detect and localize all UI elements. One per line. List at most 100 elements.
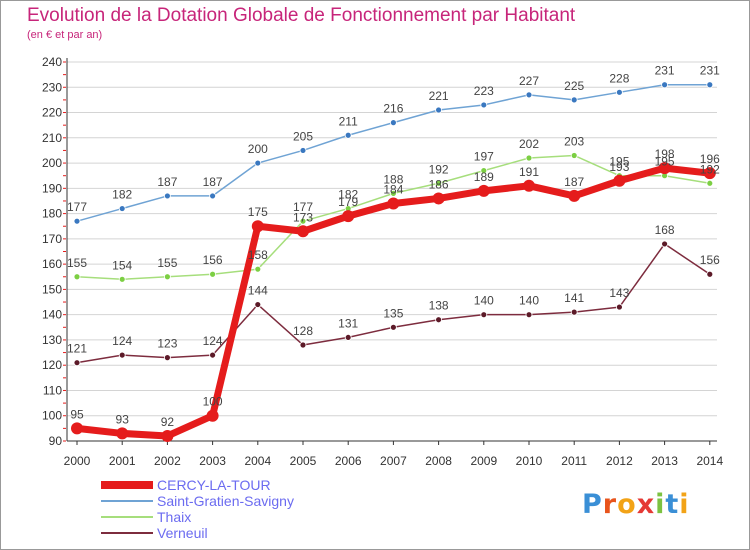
data-label-saint-gratien-savigny: 231 <box>655 64 675 78</box>
data-point-saint-gratien-savigny <box>525 91 533 99</box>
y-tick-label: 220 <box>42 106 62 120</box>
x-tick-label: 2010 <box>516 454 543 468</box>
data-point-cercy-la-tour <box>432 192 445 205</box>
data-point-cercy-la-tour <box>206 409 219 422</box>
data-label-saint-gratien-savigny: 225 <box>564 79 584 93</box>
logo-letter: t <box>665 489 680 520</box>
data-point-cercy-la-tour <box>116 427 129 440</box>
data-point-saint-gratien-savigny <box>616 88 623 96</box>
data-point-verneuil <box>344 334 352 341</box>
data-point-cercy-la-tour <box>658 162 671 175</box>
y-tick-label: 180 <box>42 207 62 221</box>
logo-letter: r <box>602 489 618 520</box>
data-label-cercy-la-tour: 184 <box>383 182 403 196</box>
data-point-verneuil <box>570 308 578 316</box>
data-label-saint-gratien-savigny: 227 <box>519 74 539 88</box>
data-label-thaix: 188 <box>383 172 403 186</box>
data-point-verneuil <box>706 270 714 278</box>
data-point-saint-gratien-savigny <box>73 217 81 225</box>
data-label-saint-gratien-savigny: 216 <box>383 102 403 116</box>
data-label-thaix: 155 <box>67 256 87 270</box>
data-label-thaix: 195 <box>655 155 675 169</box>
data-point-cercy-la-tour <box>161 429 174 442</box>
data-label-verneuil: 156 <box>700 253 720 267</box>
data-point-saint-gratien-savigny <box>570 96 578 104</box>
data-point-verneuil <box>525 311 533 319</box>
x-tick-label: 2012 <box>606 454 633 468</box>
y-tick-label: 210 <box>42 131 62 145</box>
data-point-cercy-la-tour <box>342 210 355 223</box>
data-label-thaix: 154 <box>112 258 132 272</box>
logo-letter: i <box>679 489 690 520</box>
y-tick-label: 130 <box>42 333 62 347</box>
chart-subtitle: (en € et par an) <box>27 29 103 41</box>
data-point-saint-gratien-savigny <box>209 192 217 200</box>
y-tick-label: 170 <box>42 232 62 246</box>
data-point-verneuil <box>480 311 488 319</box>
data-point-thaix <box>73 273 81 281</box>
chart-title: Evolution de la Dotation Globale de Fonc… <box>27 5 576 26</box>
y-tick-label: 230 <box>42 80 62 94</box>
data-label-thaix: 156 <box>203 253 223 267</box>
x-tick-label: 2003 <box>199 454 226 468</box>
y-tick-label: 240 <box>42 55 62 69</box>
data-point-cercy-la-tour <box>703 167 716 180</box>
data-label-saint-gratien-savigny: 205 <box>293 129 313 143</box>
data-label-verneuil: 121 <box>67 342 87 356</box>
data-label-saint-gratien-savigny: 187 <box>203 175 223 189</box>
data-label-cercy-la-tour: 100 <box>203 395 223 409</box>
data-point-verneuil <box>73 359 81 367</box>
y-tick-label: 110 <box>43 383 62 397</box>
data-label-cercy-la-tour: 191 <box>519 165 539 179</box>
data-label-cercy-la-tour: 198 <box>655 147 675 161</box>
data-label-thaix: 202 <box>519 137 539 151</box>
data-point-thaix <box>525 154 533 162</box>
x-tick-label: 2014 <box>696 454 723 468</box>
data-label-thaix: 182 <box>338 188 358 202</box>
y-tick-label: 160 <box>42 257 62 271</box>
data-label-verneuil: 141 <box>564 291 584 305</box>
data-label-thaix: 197 <box>474 150 494 164</box>
legend-label: Verneuil <box>157 525 208 541</box>
data-point-saint-gratien-savigny <box>163 192 171 200</box>
y-tick-label: 200 <box>42 156 62 170</box>
y-tick-label: 90 <box>49 434 63 448</box>
x-tick-label: 2004 <box>244 454 271 468</box>
data-label-saint-gratien-savigny: 187 <box>157 175 177 189</box>
data-point-cercy-la-tour <box>387 197 400 210</box>
legend-swatch <box>101 532 153 534</box>
data-label-saint-gratien-savigny: 182 <box>112 188 132 202</box>
data-label-thaix: 158 <box>248 248 268 262</box>
data-point-saint-gratien-savigny <box>435 106 443 114</box>
data-point-saint-gratien-savigny <box>480 101 488 109</box>
data-point-saint-gratien-savigny <box>389 119 397 127</box>
data-label-thaix: 192 <box>700 162 720 176</box>
data-point-saint-gratien-savigny <box>299 147 307 154</box>
logo-letter: i <box>655 489 666 520</box>
data-point-thaix <box>299 217 307 225</box>
data-label-saint-gratien-savigny: 200 <box>248 142 268 156</box>
data-point-saint-gratien-savigny <box>706 81 714 89</box>
legend-label: CERCY-LA-TOUR <box>157 477 271 493</box>
data-point-thaix <box>706 179 714 187</box>
data-point-thaix <box>254 265 262 273</box>
x-tick-label: 2008 <box>425 454 452 468</box>
data-point-verneuil <box>254 301 262 308</box>
data-point-verneuil <box>435 316 443 324</box>
data-point-verneuil <box>118 351 126 359</box>
y-tick-label: 120 <box>42 358 62 372</box>
data-label-verneuil: 124 <box>112 334 132 348</box>
data-point-verneuil <box>616 303 623 311</box>
logo-letter: P <box>582 489 603 520</box>
data-label-saint-gratien-savigny: 228 <box>609 71 629 85</box>
data-label-thaix: 177 <box>293 200 313 214</box>
data-label-verneuil: 138 <box>429 299 449 313</box>
legend-swatch <box>101 516 153 518</box>
data-point-thaix <box>389 189 397 197</box>
y-tick-label: 150 <box>42 282 62 296</box>
y-tick-label: 140 <box>42 308 62 322</box>
x-tick-label: 2005 <box>290 454 317 468</box>
data-point-saint-gratien-savigny <box>254 159 262 167</box>
data-label-verneuil: 144 <box>248 284 268 298</box>
